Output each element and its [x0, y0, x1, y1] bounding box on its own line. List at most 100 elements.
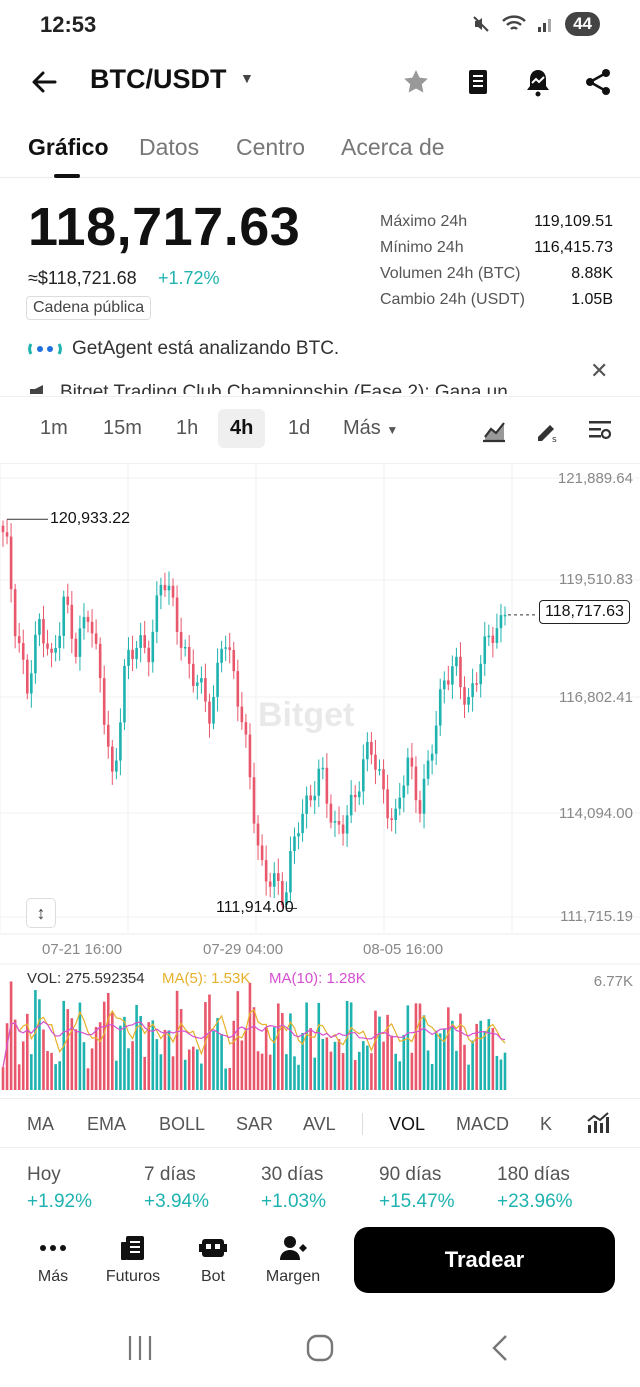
- action-more[interactable]: Más: [18, 1232, 88, 1286]
- price-alert-icon[interactable]: [522, 66, 554, 98]
- tab-centro[interactable]: Centro: [236, 134, 306, 160]
- candle-body: [58, 635, 61, 649]
- agent-notice[interactable]: GetAgent está analizando BTC.: [28, 336, 588, 362]
- trade-button[interactable]: Tradear: [354, 1227, 615, 1293]
- volume-bar: [248, 982, 252, 1090]
- volume-bar: [317, 1002, 321, 1090]
- perf-value: +1.92%: [27, 1191, 92, 1212]
- volume-bar: [447, 1007, 450, 1090]
- candlestick-chart[interactable]: [0, 464, 640, 1098]
- volume-bar: [111, 1011, 114, 1090]
- volume-bar: [25, 1013, 29, 1090]
- volume-bar: [353, 1060, 357, 1090]
- volume-bar: [406, 1005, 410, 1090]
- volume-bar: [139, 1015, 142, 1090]
- stat-value: 116,415.73: [534, 239, 613, 256]
- volume-bar: [50, 1052, 53, 1090]
- price-usd: ≈$118,721.68: [28, 268, 137, 288]
- recent-apps-icon[interactable]: [120, 1330, 160, 1366]
- volume-bar: [374, 1010, 377, 1090]
- candle-body: [442, 680, 446, 690]
- timeframe-1h[interactable]: 1h: [176, 417, 199, 439]
- home-icon[interactable]: [300, 1330, 340, 1366]
- tab-grafico[interactable]: Gráfico: [28, 134, 109, 160]
- candle-body: [175, 597, 179, 633]
- volume-bar: [212, 1031, 215, 1090]
- volume-bar: [13, 1019, 17, 1090]
- bot-icon: [199, 1239, 227, 1257]
- timeframe-more[interactable]: Más ▼: [343, 417, 398, 440]
- volume-bar: [499, 1059, 503, 1090]
- candle-body: [30, 673, 33, 694]
- star-icon[interactable]: [400, 66, 432, 98]
- candle-body: [434, 725, 438, 754]
- action-futures[interactable]: Futuros: [98, 1232, 168, 1286]
- candle-body: [337, 821, 341, 825]
- drawing-tool-icon[interactable]: s: [534, 417, 560, 443]
- candle-body: [102, 678, 106, 725]
- back-arrow-icon[interactable]: [28, 66, 60, 98]
- chevron-down-icon[interactable]: ▼: [240, 70, 254, 86]
- indicator-avl[interactable]: AVL: [303, 1114, 336, 1134]
- indicator-sar[interactable]: SAR: [236, 1114, 274, 1134]
- club-notice[interactable]: Bitget Trading Club Championship (Fase 2…: [28, 380, 568, 394]
- candle-body: [204, 678, 207, 702]
- volume-bar: [479, 1020, 483, 1090]
- timeframe-1d[interactable]: 1d: [288, 417, 311, 439]
- volume-bar: [434, 1030, 438, 1090]
- vol-max-label: 6.77K: [593, 973, 633, 990]
- candle-body: [34, 634, 37, 674]
- action-bot[interactable]: Bot: [178, 1232, 248, 1286]
- back-nav-icon[interactable]: [480, 1330, 520, 1366]
- book-icon[interactable]: [462, 66, 494, 98]
- expand-vertical-button[interactable]: ↕: [26, 898, 56, 928]
- timeframe-1m[interactable]: 1m: [40, 417, 68, 439]
- indicator-boll[interactable]: BOLL: [159, 1114, 206, 1134]
- chain-badge[interactable]: Cadena pública: [26, 296, 152, 320]
- tab-acerca-de[interactable]: Acerca de: [341, 134, 445, 160]
- timeframe-15m[interactable]: 15m: [103, 417, 142, 439]
- candle-body: [418, 800, 422, 814]
- low-marker: 111,914.00: [216, 899, 294, 916]
- volume-bar: [204, 1002, 207, 1090]
- chart-type-icon[interactable]: [481, 417, 507, 443]
- candle-body: [9, 536, 13, 590]
- indicator-ma[interactable]: MA: [27, 1114, 54, 1134]
- agent-text: GetAgent está analizando BTC.: [72, 338, 340, 359]
- candle-body: [183, 646, 187, 649]
- indicator-k[interactable]: K: [540, 1114, 553, 1134]
- chart-settings-icon[interactable]: [587, 417, 613, 443]
- tab-datos[interactable]: Datos: [139, 134, 200, 160]
- candle-body: [479, 663, 483, 685]
- close-icon[interactable]: ✕: [590, 358, 609, 383]
- volume-bar: [422, 1015, 426, 1090]
- pair-title[interactable]: BTC/USDT: [90, 64, 227, 94]
- volume-bar: [74, 1029, 78, 1090]
- volume-bar: [135, 1004, 138, 1090]
- volume-bar: [1, 1067, 5, 1090]
- volume-bar: [34, 990, 37, 1090]
- ma5-value: MA(5): 1.53K: [162, 970, 251, 987]
- action-margin[interactable]: Margen: [258, 1232, 328, 1286]
- perf-label: 180 días: [497, 1164, 570, 1185]
- volume-bar: [276, 1003, 280, 1090]
- share-icon[interactable]: [582, 66, 614, 98]
- margin-icon: [280, 1236, 307, 1260]
- candle-body: [402, 785, 406, 798]
- price-chart[interactable]: 121,889.64 119,510.83 116,802.41 114,094…: [0, 464, 640, 1098]
- candle-body: [86, 616, 90, 622]
- volume-bar: [9, 981, 13, 1090]
- candle-body: [483, 636, 487, 664]
- timeframe-4h[interactable]: 4h: [218, 409, 266, 448]
- volume-bar: [155, 1039, 159, 1090]
- indicator-settings-icon[interactable]: [586, 1111, 610, 1135]
- indicator-vol[interactable]: VOL: [389, 1114, 426, 1134]
- candle-body: [252, 777, 256, 824]
- indicator-ema[interactable]: EMA: [87, 1114, 127, 1134]
- signal-icon: [538, 19, 552, 32]
- volume-bar: [305, 1002, 308, 1090]
- candle-body: [131, 649, 134, 660]
- candle-body: [430, 753, 434, 761]
- volume-bar: [179, 1009, 183, 1090]
- indicator-macd[interactable]: MACD: [456, 1114, 509, 1134]
